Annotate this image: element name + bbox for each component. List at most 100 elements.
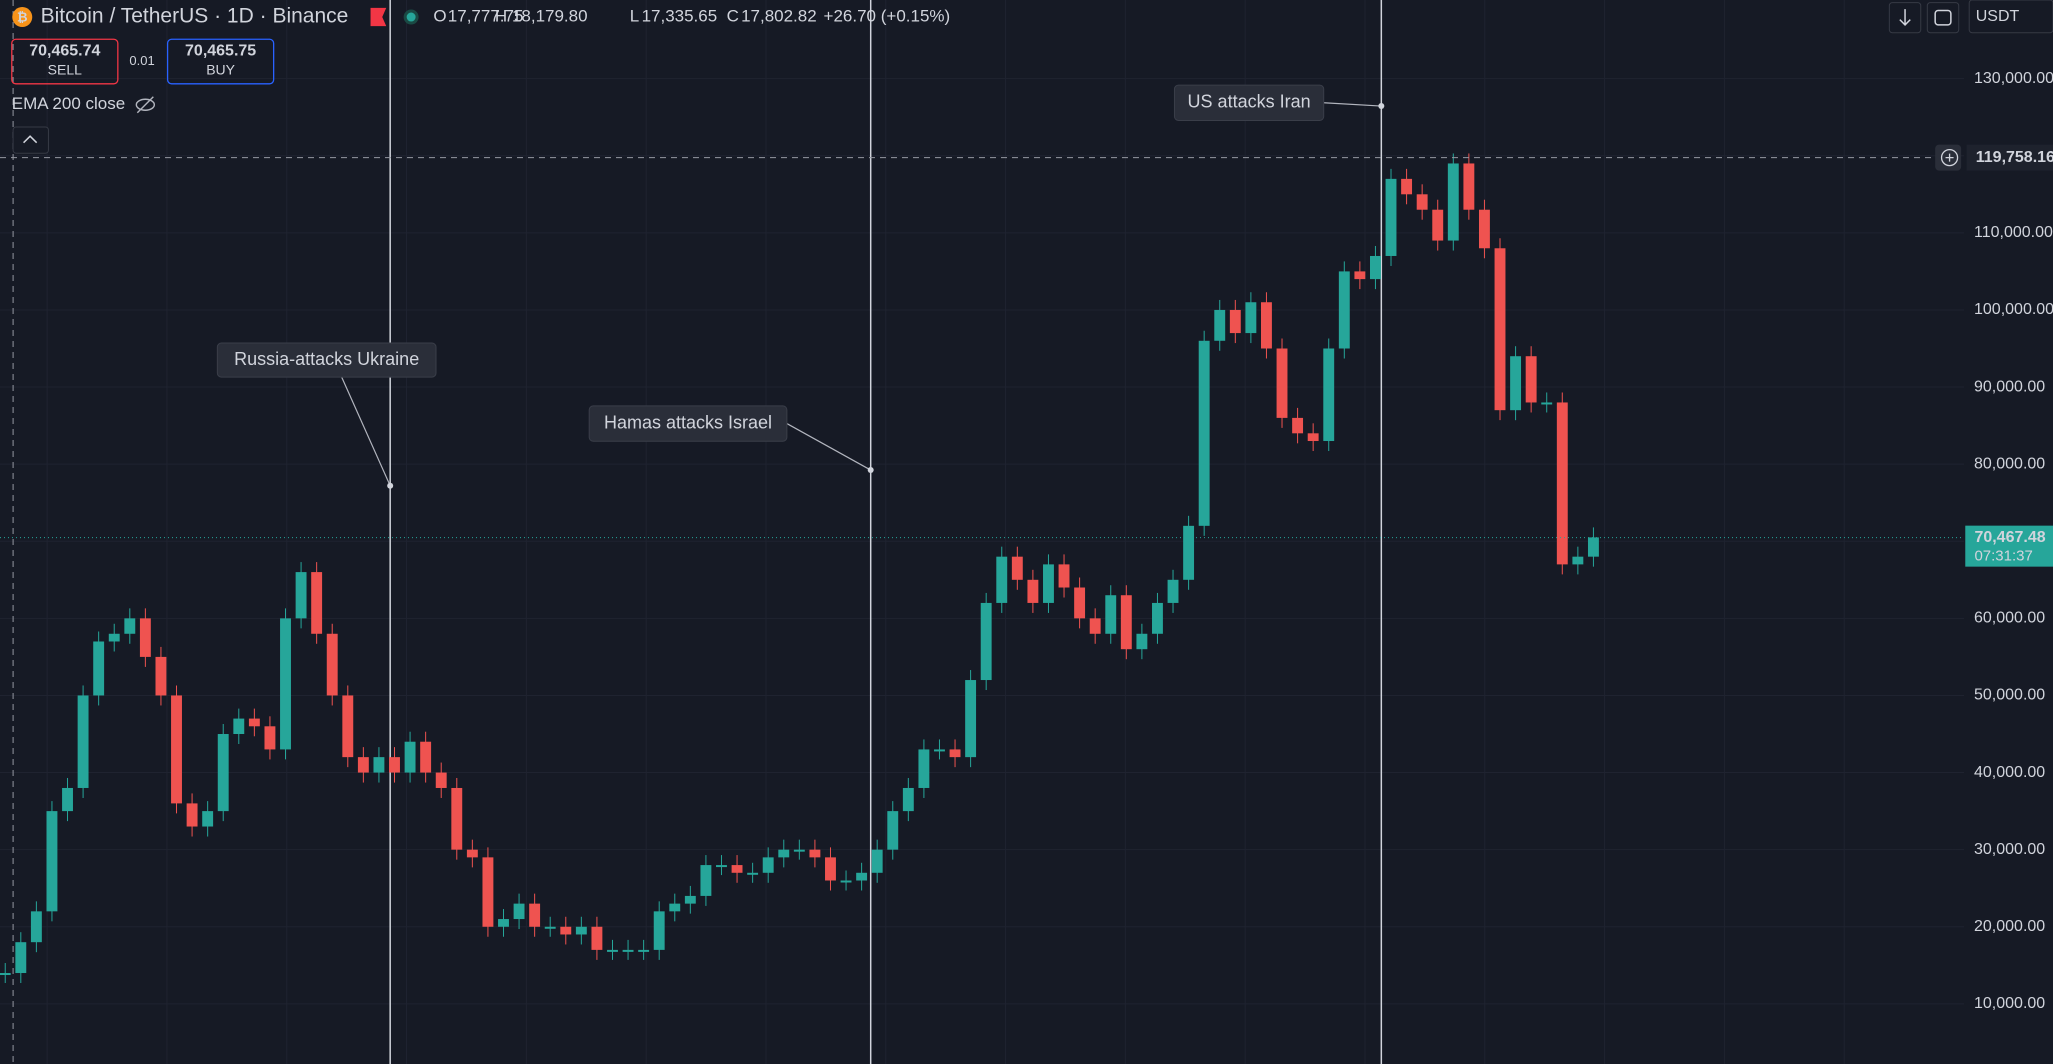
y-tick-label: 20,000.00 (1974, 918, 2045, 935)
annotation-connector (1323, 102, 1382, 107)
candle (856, 872, 868, 881)
candle (1261, 302, 1272, 349)
candle (342, 695, 354, 758)
annotation-label: Hamas attacks Israel (604, 412, 772, 432)
candle (108, 633, 120, 642)
candle (996, 556, 1008, 603)
y-tick-label: 80,000.00 (1974, 455, 2045, 472)
last-price-label: 70,467.48 (1974, 529, 2045, 546)
crosshair-plus-icon (1940, 148, 1959, 167)
visibility-toggle[interactable] (135, 98, 156, 111)
candle (1432, 209, 1444, 241)
countdown-label: 07:31:37 (1974, 548, 2032, 565)
candle (1541, 402, 1553, 405)
candle (871, 849, 883, 873)
last-price-box (1965, 525, 2053, 567)
visibility-toggle-slash (136, 96, 154, 114)
download-icon (1899, 9, 1911, 26)
candle (544, 926, 556, 929)
candle (1323, 348, 1335, 442)
symbol-icon (12, 7, 33, 28)
candle (747, 872, 759, 875)
candle (295, 572, 307, 619)
candle (498, 919, 509, 927)
candle (280, 618, 291, 750)
crosshair-plus-icon (1945, 153, 1954, 162)
collapse-icon (23, 135, 38, 144)
collapse-button[interactable] (12, 126, 49, 154)
candle (809, 849, 821, 858)
candle (949, 749, 961, 758)
candle (357, 757, 369, 773)
y-tick-label: 40,000.00 (1974, 764, 2045, 781)
y-tick-label: 30,000.00 (1974, 841, 2045, 858)
candle (326, 633, 338, 696)
candle (607, 949, 618, 952)
candle (1463, 163, 1475, 210)
currency-button[interactable] (1968, 0, 2053, 34)
candle (93, 641, 105, 696)
candle (1152, 602, 1163, 634)
annotation-box (1173, 84, 1325, 121)
annotation-connector (341, 376, 391, 486)
candle (1494, 248, 1506, 411)
y-tick-label: 50,000.00 (1974, 687, 2045, 704)
candle (155, 656, 167, 696)
market-status (403, 9, 419, 25)
y-tick-label: 10,000.00 (1974, 995, 2045, 1012)
candle (529, 903, 541, 927)
replay-icon (1934, 9, 1952, 26)
ohlc-value: 17,802.82 (741, 7, 817, 26)
candle (918, 749, 930, 788)
annotation-box (588, 405, 788, 442)
candle (825, 857, 836, 881)
annotation-anchor (1378, 103, 1385, 110)
candle (778, 849, 790, 858)
candle (793, 849, 805, 852)
candle (0, 973, 11, 976)
candle (1214, 309, 1226, 341)
candle (1369, 255, 1381, 280)
replay-button[interactable] (1926, 2, 1960, 34)
candle (1074, 587, 1086, 619)
candle (1183, 525, 1195, 580)
sell-button[interactable] (11, 38, 119, 85)
candle (1245, 302, 1257, 334)
candle (389, 757, 400, 773)
candle (420, 741, 432, 773)
candle (591, 926, 603, 950)
candle (311, 572, 323, 634)
buy-price: 70,465.75 (185, 42, 256, 59)
ohlc-key: O (433, 7, 446, 26)
candle (1510, 356, 1522, 411)
candle (124, 618, 136, 634)
candle (435, 772, 447, 788)
candle (1525, 356, 1537, 403)
candle (1385, 178, 1397, 256)
buy-button[interactable] (166, 38, 275, 85)
ohlc-key: H (495, 7, 507, 26)
candle (887, 811, 899, 850)
candle (62, 787, 73, 812)
candle (202, 811, 214, 827)
candle (638, 949, 650, 952)
candle (716, 865, 727, 868)
ohlc-value: 17,335.65 (642, 7, 718, 26)
candle (1043, 564, 1054, 603)
candle (404, 741, 416, 773)
candle (1136, 633, 1148, 650)
candle (466, 849, 478, 858)
candle (1058, 564, 1070, 588)
candle (700, 865, 712, 896)
candle (1587, 537, 1599, 557)
candle (373, 757, 385, 773)
candle (1401, 178, 1413, 195)
y-tick-label: 60,000.00 (1974, 610, 2045, 627)
candle (513, 903, 525, 920)
ohlc-key: L (630, 7, 639, 26)
candle (233, 718, 245, 735)
y-tick-label: 100,000.00 (1974, 301, 2053, 318)
indicator-label: EMA 200 close (12, 94, 125, 113)
annotation-box (216, 342, 437, 378)
currency-label: USDT (1976, 8, 2020, 25)
